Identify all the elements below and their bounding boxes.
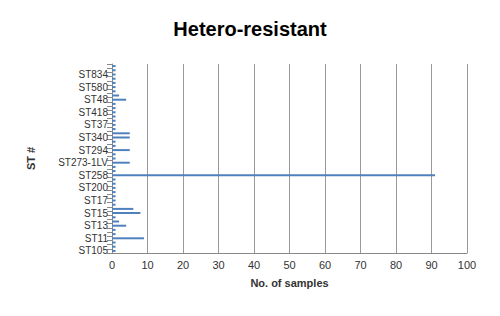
svg-text:90: 90 [425,259,437,271]
svg-text:40: 40 [248,259,260,271]
svg-text:20: 20 [177,259,189,271]
svg-text:ST340: ST340 [79,132,109,143]
svg-text:ST48: ST48 [84,94,108,105]
svg-text:ST17: ST17 [84,195,108,206]
svg-text:ST13: ST13 [84,220,108,231]
svg-text:ST580: ST580 [79,82,109,93]
svg-text:50: 50 [283,259,295,271]
svg-text:ST105: ST105 [79,245,109,256]
svg-text:ST273-1LV: ST273-1LV [58,157,108,168]
svg-text:ST258: ST258 [79,170,109,181]
svg-text:80: 80 [390,259,402,271]
svg-text:100: 100 [458,259,476,271]
svg-text:ST37: ST37 [84,119,108,130]
svg-text:ST15: ST15 [84,208,108,219]
svg-text:ST #: ST # [25,147,37,170]
svg-text:Hetero-resistant: Hetero-resistant [173,18,327,40]
svg-text:ST834: ST834 [79,69,109,80]
svg-text:30: 30 [212,259,224,271]
svg-text:ST200: ST200 [79,182,109,193]
svg-text:ST418: ST418 [79,107,109,118]
svg-text:10: 10 [141,259,153,271]
svg-text:60: 60 [319,259,331,271]
svg-text:No. of samples: No. of samples [250,277,328,289]
svg-text:ST294: ST294 [79,145,109,156]
svg-text:ST11: ST11 [85,233,109,244]
svg-text:0: 0 [109,259,115,271]
svg-text:70: 70 [354,259,366,271]
